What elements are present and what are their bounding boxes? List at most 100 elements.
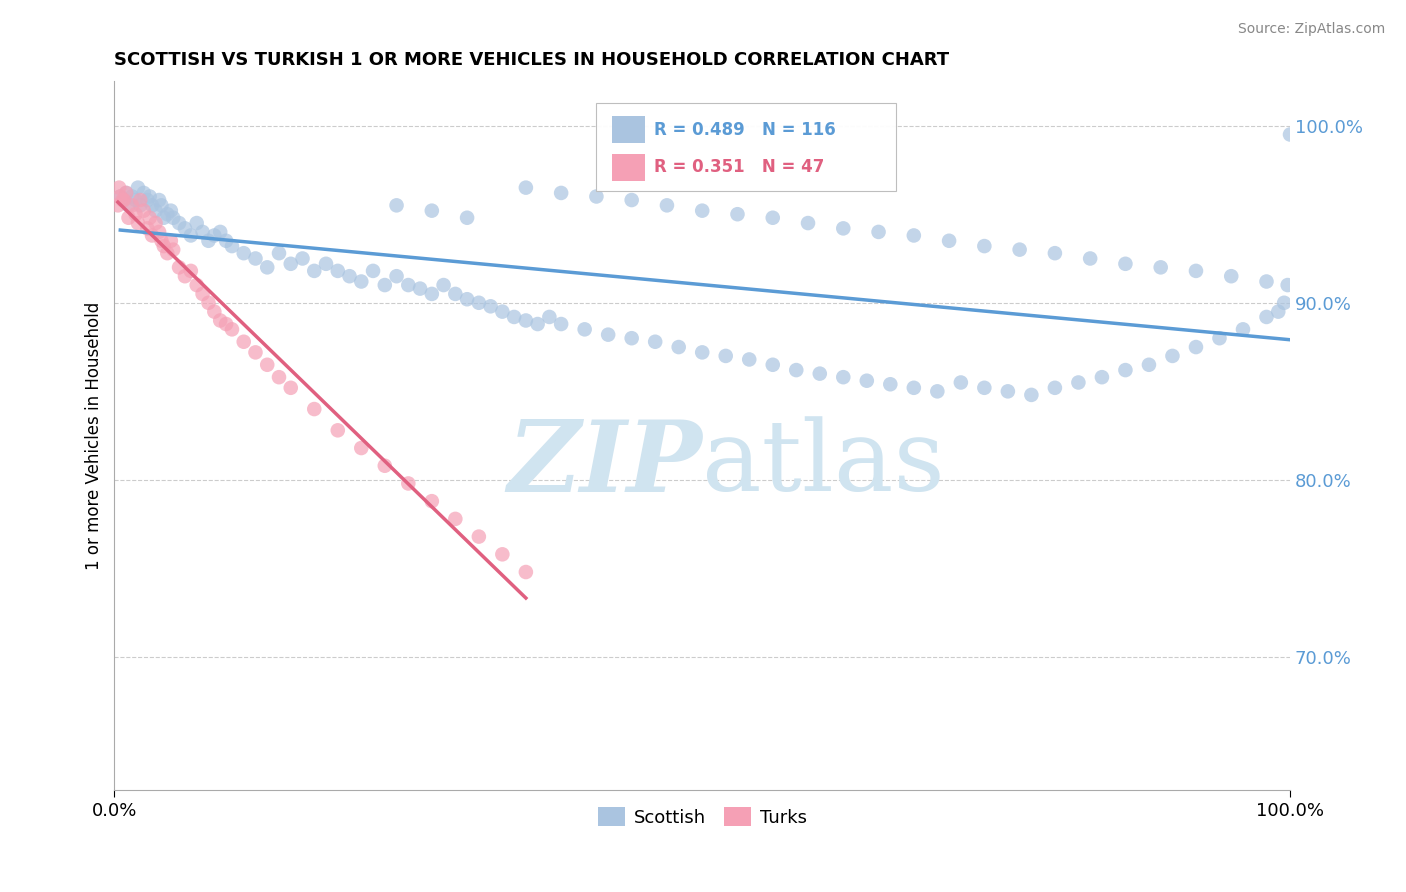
Point [145,216,167,230]
Point [152,239,174,253]
Point [148,225,170,239]
Point [432,278,454,293]
Point [738,352,761,367]
Point [280,381,302,395]
Point [550,186,572,200]
Point [420,203,443,218]
Point [668,340,690,354]
Point [129,198,152,212]
Point [186,278,208,293]
Point [339,269,361,284]
Point [927,384,949,399]
Point [117,211,139,225]
Point [444,512,467,526]
Point [156,246,179,260]
Point [598,327,620,342]
Point [374,458,396,473]
Text: SCOTTISH VS TURKISH 1 OR MORE VEHICLES IN HOUSEHOLD CORRELATION CHART: SCOTTISH VS TURKISH 1 OR MORE VEHICLES I… [114,51,949,69]
Y-axis label: 1 or more Vehicles in Household: 1 or more Vehicles in Household [86,301,103,570]
Point [491,547,513,561]
Point [215,317,238,331]
Point [160,203,183,218]
Point [997,384,1019,399]
Point [690,203,713,218]
Point [150,198,173,212]
Point [110,189,132,203]
Point [112,193,135,207]
Point [232,334,254,349]
Point [124,193,146,207]
Text: ZIP: ZIP [508,416,702,512]
Point [1114,363,1136,377]
Point [456,211,478,225]
Point [141,228,163,243]
Text: R = 0.489   N = 116: R = 0.489 N = 116 [654,120,835,138]
Point [550,317,572,331]
FancyBboxPatch shape [596,103,896,191]
Point [903,381,925,395]
Point [574,322,596,336]
Point [150,234,173,248]
Point [152,211,174,225]
Point [620,331,643,345]
Point [949,376,972,390]
Point [304,402,326,417]
Point [127,216,149,230]
Point [138,211,160,225]
Point [124,207,146,221]
Point [420,494,443,508]
Point [202,304,225,318]
Point [1185,264,1208,278]
Point [148,193,170,207]
Point [117,198,139,212]
Point [1220,269,1243,284]
Point [1277,278,1299,293]
Point [762,211,785,225]
Point [526,317,548,331]
Point [136,221,159,235]
Point [585,189,607,203]
Point [215,234,238,248]
Point [1114,257,1136,271]
Point [160,234,183,248]
Point [209,313,232,327]
Point [832,370,855,384]
Point [156,207,179,221]
Point [1256,275,1278,289]
Point [174,221,197,235]
Point [202,228,225,243]
Point [409,282,432,296]
Point [191,287,214,301]
Point [180,228,202,243]
Point [468,530,491,544]
Point [1161,349,1184,363]
Point [112,193,135,207]
Point [209,225,232,239]
Point [127,180,149,194]
Point [145,203,167,218]
Point [162,211,184,225]
Point [245,345,267,359]
Point [468,295,491,310]
Point [350,275,373,289]
Point [385,269,408,284]
Point [1267,304,1289,318]
Point [132,186,155,200]
Point [111,193,134,207]
Point [515,565,537,579]
Point [856,374,879,388]
Point [1067,376,1090,390]
Point [167,260,190,275]
Point [385,198,408,212]
Point [1078,252,1101,266]
Point [180,264,202,278]
Point [727,207,749,221]
Point [221,239,243,253]
Point [132,203,155,218]
Point [374,278,396,293]
Point [291,252,314,266]
Point [197,234,219,248]
Point [186,216,208,230]
Bar [612,116,644,143]
Point [221,322,243,336]
